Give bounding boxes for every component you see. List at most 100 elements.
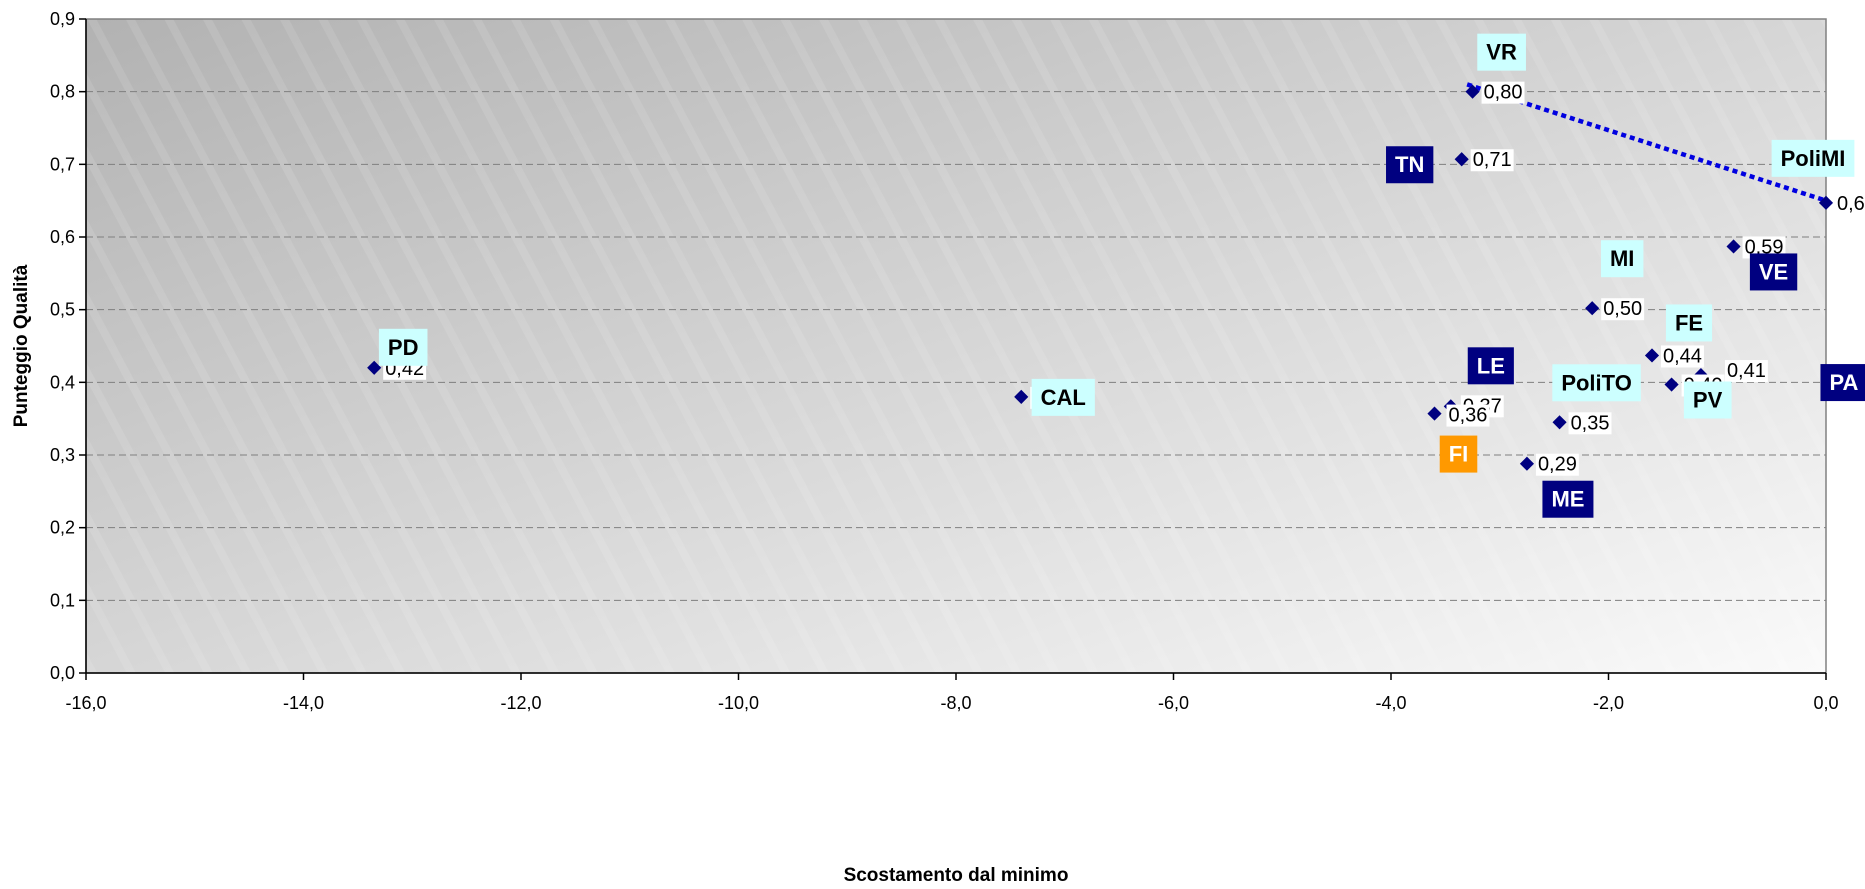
value-label-vr: 0,80 bbox=[1481, 81, 1525, 104]
name-label-text: CAL bbox=[1041, 385, 1086, 410]
value-label-bg bbox=[1742, 236, 1786, 259]
point-tn bbox=[1454, 152, 1469, 167]
value-label-tn: 0,71 bbox=[1470, 149, 1514, 172]
point-cal bbox=[1014, 389, 1029, 404]
point-polimi bbox=[1818, 195, 1834, 210]
name-label-pa: PA bbox=[1820, 364, 1865, 402]
gridlines bbox=[86, 91, 1826, 601]
name-label-le: LE bbox=[1467, 347, 1514, 385]
name-label-bg bbox=[1467, 347, 1514, 385]
name-label-text: PD bbox=[388, 335, 419, 360]
value-label-mi: 0,50 bbox=[1601, 298, 1645, 321]
value-label-text: 0,41 bbox=[1727, 360, 1766, 382]
point-pv bbox=[1664, 377, 1679, 392]
name-label-text: LE bbox=[1477, 353, 1505, 378]
y-tick-label: 0,3 bbox=[50, 445, 75, 465]
name-label-bg bbox=[1600, 240, 1644, 278]
value-label-fe: 0,44 bbox=[1661, 345, 1704, 368]
value-label-text: 0,36 bbox=[1449, 405, 1488, 427]
value-label-bg bbox=[1535, 453, 1579, 476]
name-label-bg bbox=[1439, 435, 1478, 473]
value-label-text: 0,29 bbox=[1538, 454, 1577, 476]
name-label-me: ME bbox=[1542, 480, 1594, 518]
name-label-pv: PV bbox=[1683, 381, 1732, 419]
point-mi bbox=[1585, 301, 1600, 316]
y-tick-label: 0,8 bbox=[50, 82, 75, 102]
value-label-bg bbox=[1470, 149, 1514, 172]
y-axis-title: Punteggio Qualità bbox=[11, 264, 32, 427]
x-tick-label: -14,0 bbox=[283, 693, 324, 713]
point-pd bbox=[367, 360, 382, 375]
value-label-fi: 0,36 bbox=[1446, 404, 1490, 427]
point-ve bbox=[1726, 239, 1741, 254]
x-tick-label: -4,0 bbox=[1375, 693, 1406, 713]
name-label-bg bbox=[1665, 304, 1713, 342]
point-fi bbox=[1427, 406, 1442, 421]
axes: 0,0 0,1 0,2 0,3 0,4 0,5 0,6 0,7 0,8 0,9 -16,0 -14,0… bbox=[50, 9, 1839, 713]
y-tick-label: 0,9 bbox=[50, 9, 75, 29]
x-tick-label: -10,0 bbox=[718, 693, 759, 713]
value-label-text: 0,65 bbox=[1837, 193, 1865, 215]
point-me bbox=[1519, 456, 1535, 471]
name-label-fi: FI bbox=[1439, 435, 1478, 473]
value-label-polito: 0,35 bbox=[1568, 412, 1612, 435]
value-label-pa: 0,41 bbox=[1724, 360, 1768, 383]
name-label-text: VR bbox=[1486, 40, 1517, 65]
name-label-text: FI bbox=[1449, 442, 1469, 467]
value-label-text: 0,50 bbox=[1603, 298, 1642, 320]
name-label-mi: MI bbox=[1600, 240, 1644, 278]
x-tick-label: -6,0 bbox=[1158, 693, 1189, 713]
name-label-fe: FE bbox=[1665, 304, 1713, 342]
value-label-text: 0,59 bbox=[1745, 236, 1784, 258]
name-label-bg bbox=[1683, 381, 1732, 419]
value-label-bg bbox=[1601, 298, 1645, 321]
name-label-text: PoliMI bbox=[1781, 146, 1846, 171]
name-label-text: TN bbox=[1395, 152, 1424, 177]
value-label-bg bbox=[1661, 345, 1704, 368]
name-label-bg bbox=[1542, 480, 1594, 518]
point-labels: 0,420,380,800,710,650,590,500,440,410,40… bbox=[378, 33, 1865, 518]
value-label-text: 0,80 bbox=[1484, 82, 1523, 104]
name-label-bg bbox=[1749, 253, 1798, 291]
value-label-bg bbox=[1481, 81, 1525, 104]
value-label-me: 0,29 bbox=[1535, 453, 1579, 476]
name-label-text: FE bbox=[1675, 310, 1703, 335]
x-tick-label: -16,0 bbox=[65, 693, 106, 713]
name-label-bg bbox=[1386, 146, 1434, 184]
value-label-ve: 0,59 bbox=[1742, 236, 1786, 259]
name-label-bg bbox=[1771, 139, 1855, 177]
x-tick-label: -8,0 bbox=[940, 693, 971, 713]
name-label-text: PoliTO bbox=[1561, 370, 1632, 395]
point-fe bbox=[1644, 348, 1660, 363]
name-label-text: ME bbox=[1551, 487, 1584, 512]
plot-pattern bbox=[86, 19, 1826, 673]
y-tick-label: 0,6 bbox=[50, 227, 75, 247]
value-label-text: 0,71 bbox=[1473, 149, 1512, 171]
value-label-bg bbox=[1446, 404, 1490, 427]
name-label-text: VE bbox=[1759, 259, 1788, 284]
y-tick-label: 0,5 bbox=[50, 300, 75, 320]
value-label-text: 0,35 bbox=[1571, 412, 1610, 434]
name-label-tn: TN bbox=[1386, 146, 1434, 184]
value-label-polimi: 0,65 bbox=[1835, 192, 1865, 215]
x-tick-label: -12,0 bbox=[500, 693, 541, 713]
point-vr bbox=[1465, 84, 1480, 99]
name-label-cal: CAL bbox=[1031, 378, 1095, 416]
y-tick-label: 0,4 bbox=[50, 372, 75, 392]
y-tick-label: 0,1 bbox=[50, 590, 75, 610]
value-label-bg bbox=[1835, 192, 1865, 215]
name-label-pd: PD bbox=[378, 328, 428, 366]
value-label-bg bbox=[1568, 412, 1612, 435]
value-label-text: 0,44 bbox=[1663, 345, 1702, 367]
name-label-bg bbox=[1477, 33, 1526, 71]
name-label-text: MI bbox=[1610, 246, 1634, 271]
name-label-bg bbox=[1031, 378, 1095, 416]
name-label-bg bbox=[1820, 364, 1865, 402]
name-label-polimi: PoliMI bbox=[1771, 139, 1855, 177]
name-label-text: PA bbox=[1829, 370, 1858, 395]
x-tick-label: 0,0 bbox=[1813, 693, 1838, 713]
y-tick-label: 0,2 bbox=[50, 518, 75, 538]
x-axis-title: Scostamento dal minimo bbox=[844, 865, 1069, 886]
plot-area bbox=[86, 19, 1826, 673]
